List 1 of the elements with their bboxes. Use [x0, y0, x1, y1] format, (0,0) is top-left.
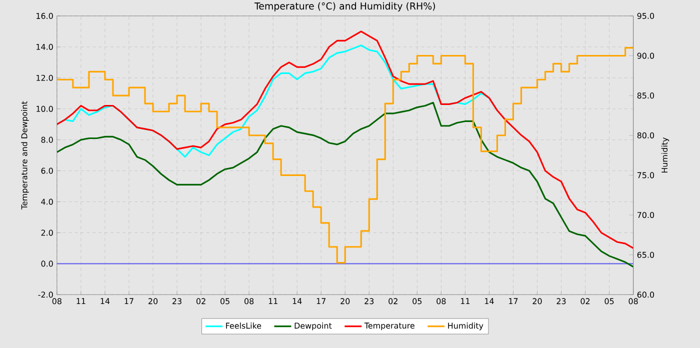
chart-title: Temperature (°C) and Humidity (RH%) [254, 2, 435, 12]
